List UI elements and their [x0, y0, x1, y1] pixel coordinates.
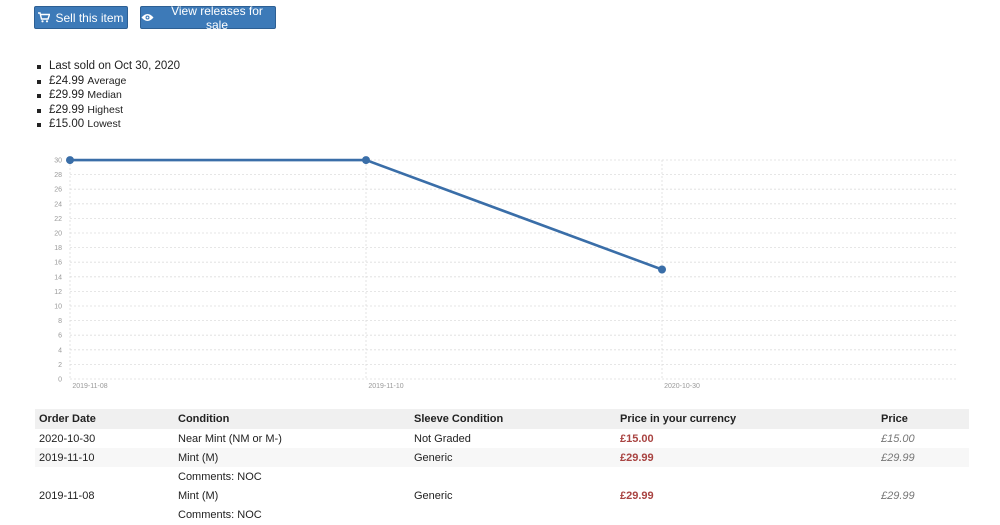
y-tick-label: 24	[54, 201, 62, 208]
stat-median-value: £29.99	[49, 89, 85, 101]
condition: Mint (M)	[178, 489, 219, 502]
sleeve-condition: Generic	[414, 489, 453, 502]
data-point	[658, 265, 666, 274]
y-tick-label: 4	[58, 347, 62, 354]
stat-highest-value: £29.99	[49, 103, 85, 116]
price-original: £29.99	[877, 448, 969, 467]
price-original: £15.00	[881, 432, 915, 445]
stat-average-label: Average	[87, 74, 127, 87]
data-point	[66, 156, 74, 165]
price-local: £29.99	[620, 489, 654, 502]
condition: Mint (M)	[174, 448, 410, 467]
x-tick-label: 2020-10-30	[664, 383, 700, 390]
sell-this-item-button[interactable]: Sell this item	[34, 6, 128, 29]
order-date: 2019-11-08	[39, 489, 95, 502]
stat-lowest-value: £15.00	[49, 118, 85, 130]
y-tick-label: 10	[54, 304, 62, 311]
row-comments: Comments: NOC	[178, 470, 262, 483]
y-tick-label: 18	[54, 245, 62, 252]
chart-x-tick-labels: 2019-11-08 2019-11-10 2020-10-30	[72, 383, 700, 390]
y-tick-label: 6	[58, 333, 62, 340]
y-tick-label: 28	[54, 172, 62, 179]
condition: Near Mint (NM or M-)	[178, 432, 282, 445]
chart-series	[66, 156, 666, 274]
stat-median: £29.99 Median	[36, 88, 180, 103]
sleeve-condition: Not Graded	[414, 432, 471, 445]
y-tick-label: 16	[54, 260, 62, 267]
y-tick-label: 8	[58, 318, 62, 325]
header-sleeve-condition: Sleeve Condition	[410, 409, 616, 429]
x-tick-label: 2019-11-08	[72, 383, 107, 390]
y-tick-label: 12	[54, 289, 62, 296]
price-local: £29.99	[616, 448, 877, 467]
y-tick-label: 20	[54, 231, 62, 238]
stat-highest: £29.99 Highest	[36, 103, 180, 118]
view-releases-button-label: View releases for sale	[171, 3, 263, 32]
y-tick-label: 22	[54, 216, 62, 223]
sales-stats-list: Last sold on Oct 30, 2020 £24.99 Average…	[36, 59, 181, 132]
table-row: 2019-11-10 Mint (M) Generic £29.99 £29.9…	[35, 448, 969, 467]
price-original: £29.99	[881, 489, 915, 502]
y-tick-label: 14	[54, 274, 62, 281]
price-local: £15.00	[620, 432, 654, 445]
stat-lowest-label: Lowest	[87, 118, 121, 130]
y-tick-label: 2	[58, 362, 62, 369]
view-releases-for-sale-button[interactable]: View releases for sale	[140, 3, 276, 32]
x-tick-label: 2019-11-10	[368, 383, 403, 390]
sell-button-label: Sell this item	[55, 10, 124, 25]
data-point	[362, 156, 370, 165]
y-tick-label: 30	[54, 158, 62, 165]
table-header-row: Order Date Condition Sleeve Condition Pr…	[35, 409, 969, 429]
table-row: 2020-10-30 Near Mint (NM or M-) Not Grad…	[35, 429, 969, 448]
shopping-cart-icon	[38, 12, 51, 23]
stat-median-label: Median	[87, 89, 122, 101]
chart-grid	[69, 159, 958, 380]
table-row-comments: Comments: NOC	[35, 467, 969, 486]
sleeve-condition: Generic	[410, 448, 616, 467]
table-row: 2019-11-08 Mint (M) Generic £29.99 £29.9…	[35, 486, 969, 505]
y-tick-label: 0	[58, 377, 62, 384]
stat-average: £24.99 Average	[36, 74, 180, 89]
stat-last-sold: Last sold on Oct 30, 2020	[36, 60, 181, 72]
order-date: 2019-11-10	[35, 448, 174, 467]
table-row-comments: Comments: NOC	[35, 505, 969, 524]
eye-icon	[141, 13, 154, 22]
stat-lowest: £15.00 Lowest	[36, 117, 180, 132]
header-price: Price	[877, 409, 969, 429]
row-comments: Comments: NOC	[178, 508, 262, 521]
order-date: 2020-10-30	[39, 432, 96, 445]
y-tick-label: 26	[54, 187, 62, 194]
header-price-local: Price in your currency	[616, 409, 877, 429]
stat-highest-label: Highest	[87, 103, 123, 116]
stat-average-value: £24.99	[49, 74, 85, 87]
header-order-date: Order Date	[35, 409, 174, 429]
header-condition: Condition	[174, 409, 410, 429]
sales-history-table: Order Date Condition Sleeve Condition Pr…	[35, 409, 969, 524]
